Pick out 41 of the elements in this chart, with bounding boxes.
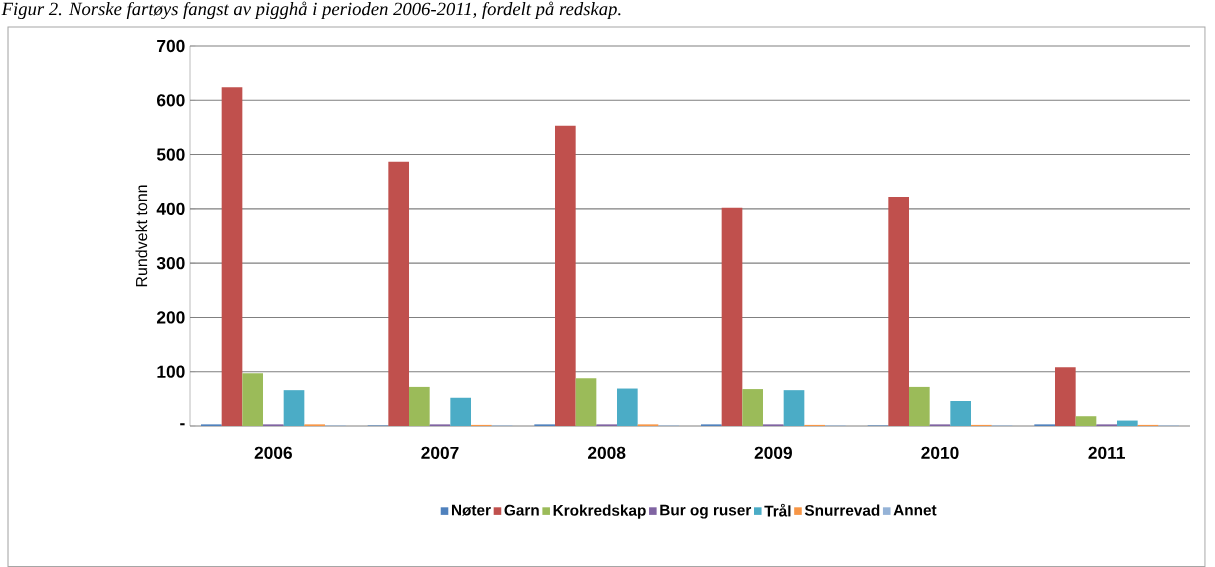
y-tick-label: 500 xyxy=(156,148,185,161)
legend-label: Nøter xyxy=(451,504,491,516)
bar xyxy=(950,401,971,426)
x-tick-label: 2007 xyxy=(421,446,459,459)
y-tick-label: 200 xyxy=(156,311,185,324)
legend-label: Bur og ruser xyxy=(660,504,752,519)
bar xyxy=(388,161,410,426)
y-tick-label: - xyxy=(180,423,185,426)
x-tick-label: 2008 xyxy=(588,446,626,459)
legend-label: Krokredskap xyxy=(553,504,646,519)
bar xyxy=(242,373,264,426)
legend-label: Trål xyxy=(764,503,791,517)
y-tick-label: 100 xyxy=(157,365,185,378)
bar xyxy=(409,386,430,426)
y-tick-label: 400 xyxy=(156,202,185,215)
x-tick-label: 2010 xyxy=(921,446,959,459)
y-axis-title: Rundvekt tonn xyxy=(135,185,148,287)
bar xyxy=(783,390,805,426)
bar xyxy=(742,389,763,426)
x-tick-label: 2011 xyxy=(1088,446,1125,459)
x-tick-label: 2006 xyxy=(254,446,292,459)
bar xyxy=(283,390,305,426)
x-tick-label: 2009 xyxy=(754,446,792,459)
bar xyxy=(617,388,638,426)
legend-label: Garn xyxy=(504,504,539,516)
bar xyxy=(1075,416,1097,426)
bar xyxy=(1055,367,1076,426)
bar xyxy=(555,125,576,426)
bar xyxy=(909,386,930,426)
bar xyxy=(888,196,909,426)
bar xyxy=(721,207,743,426)
chart-title: Figur 2. Norske fartøys fangst av pigghå i perioden 2006-2011, fordelt på redskap. xyxy=(1,1,621,20)
bar xyxy=(1117,420,1138,426)
bar xyxy=(450,397,471,426)
legend-label: Annet xyxy=(893,504,937,516)
y-tick-label: 700 xyxy=(157,39,185,53)
y-tick-label: 600 xyxy=(157,94,185,107)
legend-label: Snurrevad xyxy=(804,504,880,516)
bar xyxy=(221,87,243,426)
y-tick-label: 300 xyxy=(156,256,185,270)
bar xyxy=(575,378,597,426)
